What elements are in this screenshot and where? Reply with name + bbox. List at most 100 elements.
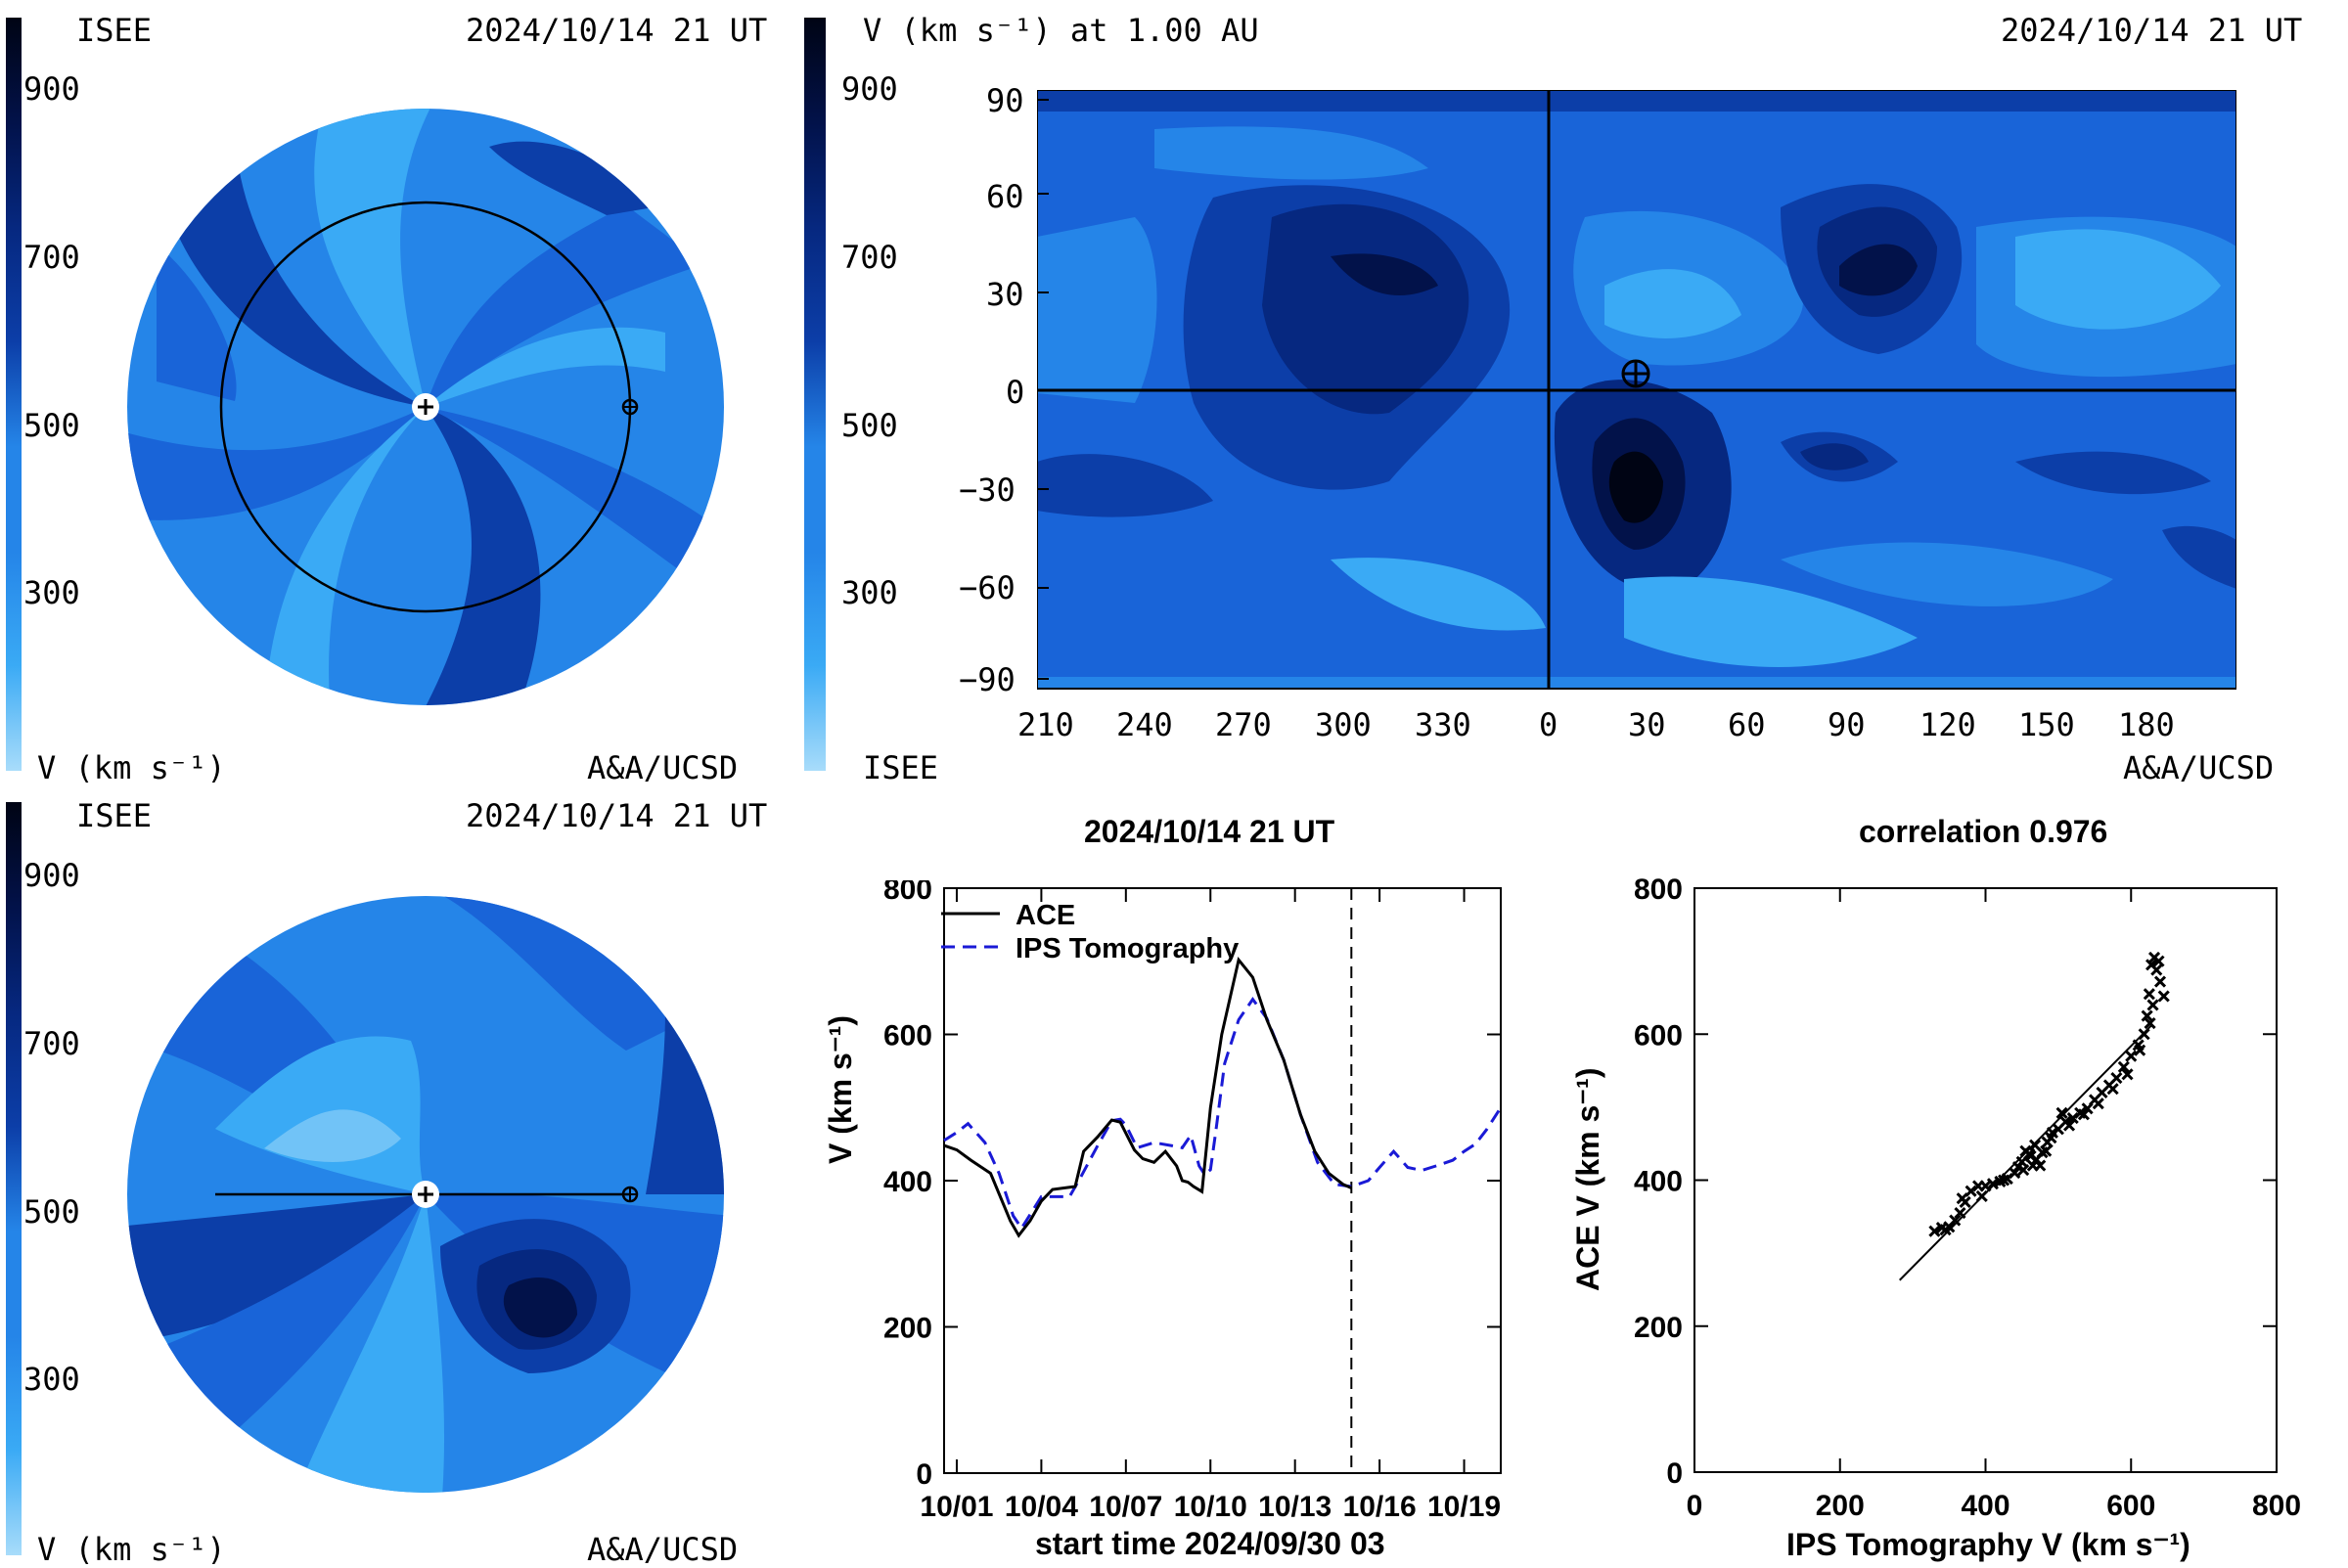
colorbar-tick-label: 500 [23, 1193, 80, 1231]
colorbar-tick-label: 900 [841, 70, 898, 108]
map-x-tick-label: 120 [1919, 706, 1976, 743]
scatter-point [2121, 1068, 2134, 1081]
panel-source-label: ISEE [76, 12, 153, 49]
map-title: V (km s⁻¹) at 1.00 AU [863, 12, 1259, 49]
colorbar-tick-label: 700 [23, 239, 80, 276]
scatter-point [2055, 1106, 2068, 1119]
map-y-tick-label: 30 [986, 276, 1024, 313]
colorbar-tick-label: 300 [23, 1361, 80, 1398]
scatter-point [2009, 1166, 2021, 1180]
earth-marker [1621, 359, 1650, 388]
scatter-point [2125, 1050, 2138, 1062]
colorbar-tick-label: 300 [841, 574, 898, 611]
y-tick-label: 800 [1634, 874, 1683, 906]
scatter-point [2062, 1119, 2076, 1132]
colorbar-top-left [6, 18, 22, 771]
scatter-xlabel: IPS Tomography V (km s⁻¹) [1786, 1527, 2190, 1562]
scatter-point [2141, 1009, 2153, 1022]
scatter-point [1975, 1189, 1988, 1202]
map-x-tick-label: 30 [1628, 706, 1666, 743]
legend-ips-tomography: IPS Tomography [1016, 933, 1239, 964]
scatter-point [2146, 999, 2159, 1011]
colorbar-tick-label: 500 [841, 407, 898, 444]
scatter-point [2138, 1028, 2150, 1041]
scatter-point [2040, 1144, 2053, 1157]
scatter-point [2092, 1098, 2104, 1110]
timeseries-plot: ACE IPS Tomography 0 200 400 600 800 10/01 10/… [883, 880, 1503, 1523]
colorbar-tick-label: 700 [23, 1025, 80, 1062]
panel-credit: A&A/UCSD [587, 749, 739, 786]
map-y-tick-label: 60 [986, 178, 1024, 215]
scatter-plot: 0 200 400 600 800 0 200 400 600 800 [1634, 874, 2301, 1522]
scatter-point [1939, 1224, 1952, 1236]
panel-timestamp: 2024/10/14 21 UT [466, 797, 768, 834]
panel-credit: A&A/UCSD [2123, 749, 2275, 786]
scatter-point [2066, 1112, 2079, 1125]
colorbar-tick-label: 900 [23, 70, 80, 108]
panel-source-label: ISEE [863, 749, 939, 786]
y-tick-label: 200 [1634, 1312, 1683, 1344]
scatter-point [2106, 1083, 2119, 1096]
scatter-point [1949, 1214, 1962, 1227]
scatter-point [2117, 1060, 2130, 1073]
series-ace [943, 956, 1352, 1238]
y-tick-label: 600 [883, 1020, 932, 1053]
scatter-point [2134, 1044, 2146, 1056]
map-y-tick-label: −60 [959, 569, 1016, 606]
scatter-point [1954, 1207, 1966, 1220]
x-tick-label: 200 [1816, 1490, 1865, 1522]
x-tick-label: 10/04 [1005, 1491, 1078, 1523]
scatter-point [2024, 1149, 2037, 1162]
x-tick-label: 800 [2252, 1490, 2301, 1522]
colorbar-tick-label: 300 [23, 574, 80, 611]
colorbar-unit-label: V (km s⁻¹) [37, 1531, 226, 1568]
map-x-tick-label: 0 [1539, 706, 1558, 743]
y-tick-label: 800 [883, 880, 932, 906]
scatter-point [2110, 1071, 2123, 1085]
map-x-tick-label: 180 [2118, 706, 2175, 743]
scatter-point [2152, 955, 2165, 967]
y-tick-label: 200 [883, 1313, 932, 1345]
x-tick-label: 0 [1687, 1490, 1703, 1522]
scatter-point [2034, 1159, 2047, 1172]
y-tick-label: 400 [1634, 1166, 1683, 1198]
scatter-point [2077, 1108, 2090, 1121]
y-tick-label: 400 [883, 1166, 932, 1198]
map-x-tick-label: 210 [1017, 706, 1074, 743]
legend: ACE IPS Tomography [941, 900, 1239, 964]
x-tick-label: 600 [2106, 1490, 2155, 1522]
x-tick-label: 10/10 [1174, 1491, 1247, 1523]
scatter-point [1956, 1192, 1968, 1205]
scatter-point [2157, 990, 2170, 1003]
map-x-tick-label: 90 [1828, 706, 1866, 743]
map-x-tick-label: 240 [1116, 706, 1173, 743]
ecliptic-speed-map [127, 109, 724, 705]
map-x-tick-label: 300 [1315, 706, 1372, 743]
x-tick-label: 10/01 [920, 1491, 993, 1523]
colorbar-tick-label: 900 [23, 857, 80, 894]
y-tick-label: 0 [916, 1458, 932, 1491]
meridional-speed-map [127, 896, 724, 1493]
lat-lon-speed-map [1037, 90, 2236, 690]
timeseries-xlabel: start time 2024/09/30 03 [1035, 1526, 1385, 1561]
colorbar-tick-label: 700 [841, 239, 898, 276]
legend-ace: ACE [1016, 900, 1075, 931]
map-x-tick-label: 330 [1415, 706, 1471, 743]
x-tick-label: 10/16 [1343, 1491, 1417, 1523]
colorbar-top-right [804, 18, 826, 771]
y-tick-label: 0 [1666, 1457, 1683, 1490]
map-x-tick-label: 270 [1215, 706, 1272, 743]
scatter-title: correlation 0.976 [1859, 814, 2108, 849]
scatter-point [2029, 1139, 2042, 1151]
map-y-tick-label: 0 [1006, 374, 1025, 411]
series-ips-tomography [943, 997, 1503, 1232]
timeseries-title: 2024/10/14 21 UT [1084, 814, 1335, 849]
map-y-tick-label: −30 [959, 471, 1016, 509]
scatter-point [2150, 963, 2163, 976]
x-tick-label: 400 [1961, 1490, 2009, 1522]
scatter-point [1998, 1174, 2010, 1187]
map-x-tick-label: 60 [1728, 706, 1766, 743]
y-tick-label: 600 [1634, 1019, 1683, 1052]
panel-credit: A&A/UCSD [587, 1531, 739, 1568]
colorbar-bottom-left [6, 802, 22, 1555]
